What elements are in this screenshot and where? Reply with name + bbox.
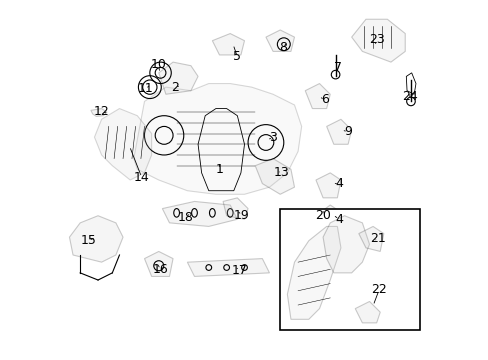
Text: 12: 12 — [94, 105, 109, 118]
Polygon shape — [69, 216, 123, 262]
Text: 15: 15 — [81, 234, 96, 247]
Text: 9: 9 — [344, 125, 351, 138]
Text: 7: 7 — [334, 61, 342, 74]
Polygon shape — [323, 216, 369, 273]
Polygon shape — [159, 62, 198, 94]
Text: 22: 22 — [370, 283, 386, 296]
Polygon shape — [305, 84, 329, 109]
FancyBboxPatch shape — [280, 208, 419, 330]
Polygon shape — [315, 205, 340, 230]
Text: 6: 6 — [320, 93, 328, 106]
Polygon shape — [315, 173, 340, 198]
Text: 19: 19 — [234, 208, 249, 221]
Polygon shape — [187, 258, 269, 276]
Text: 21: 21 — [370, 233, 386, 246]
Text: 5: 5 — [233, 50, 241, 63]
Polygon shape — [212, 33, 244, 55]
Polygon shape — [91, 109, 107, 116]
Text: 4: 4 — [335, 177, 343, 190]
Text: 11: 11 — [137, 82, 153, 95]
Text: 18: 18 — [177, 211, 193, 224]
Text: 23: 23 — [368, 33, 384, 46]
Text: 14: 14 — [134, 171, 149, 184]
Text: 10: 10 — [150, 58, 166, 72]
Text: 8: 8 — [279, 41, 286, 54]
Polygon shape — [358, 226, 383, 251]
Polygon shape — [287, 226, 340, 319]
Polygon shape — [255, 158, 294, 194]
Polygon shape — [351, 19, 405, 62]
Text: 3: 3 — [268, 131, 276, 144]
Polygon shape — [134, 84, 301, 194]
Polygon shape — [144, 251, 173, 276]
Text: 4: 4 — [335, 213, 343, 226]
Polygon shape — [354, 301, 380, 323]
Polygon shape — [265, 30, 294, 51]
Polygon shape — [326, 119, 351, 144]
Polygon shape — [223, 198, 247, 219]
Text: 20: 20 — [314, 209, 330, 222]
Text: 2: 2 — [170, 81, 179, 94]
Text: 24: 24 — [401, 90, 417, 103]
Text: 16: 16 — [152, 263, 168, 276]
Text: 17: 17 — [231, 264, 247, 276]
Polygon shape — [94, 109, 151, 180]
Polygon shape — [162, 202, 237, 226]
Text: 13: 13 — [274, 166, 289, 179]
Text: 1: 1 — [215, 163, 223, 176]
